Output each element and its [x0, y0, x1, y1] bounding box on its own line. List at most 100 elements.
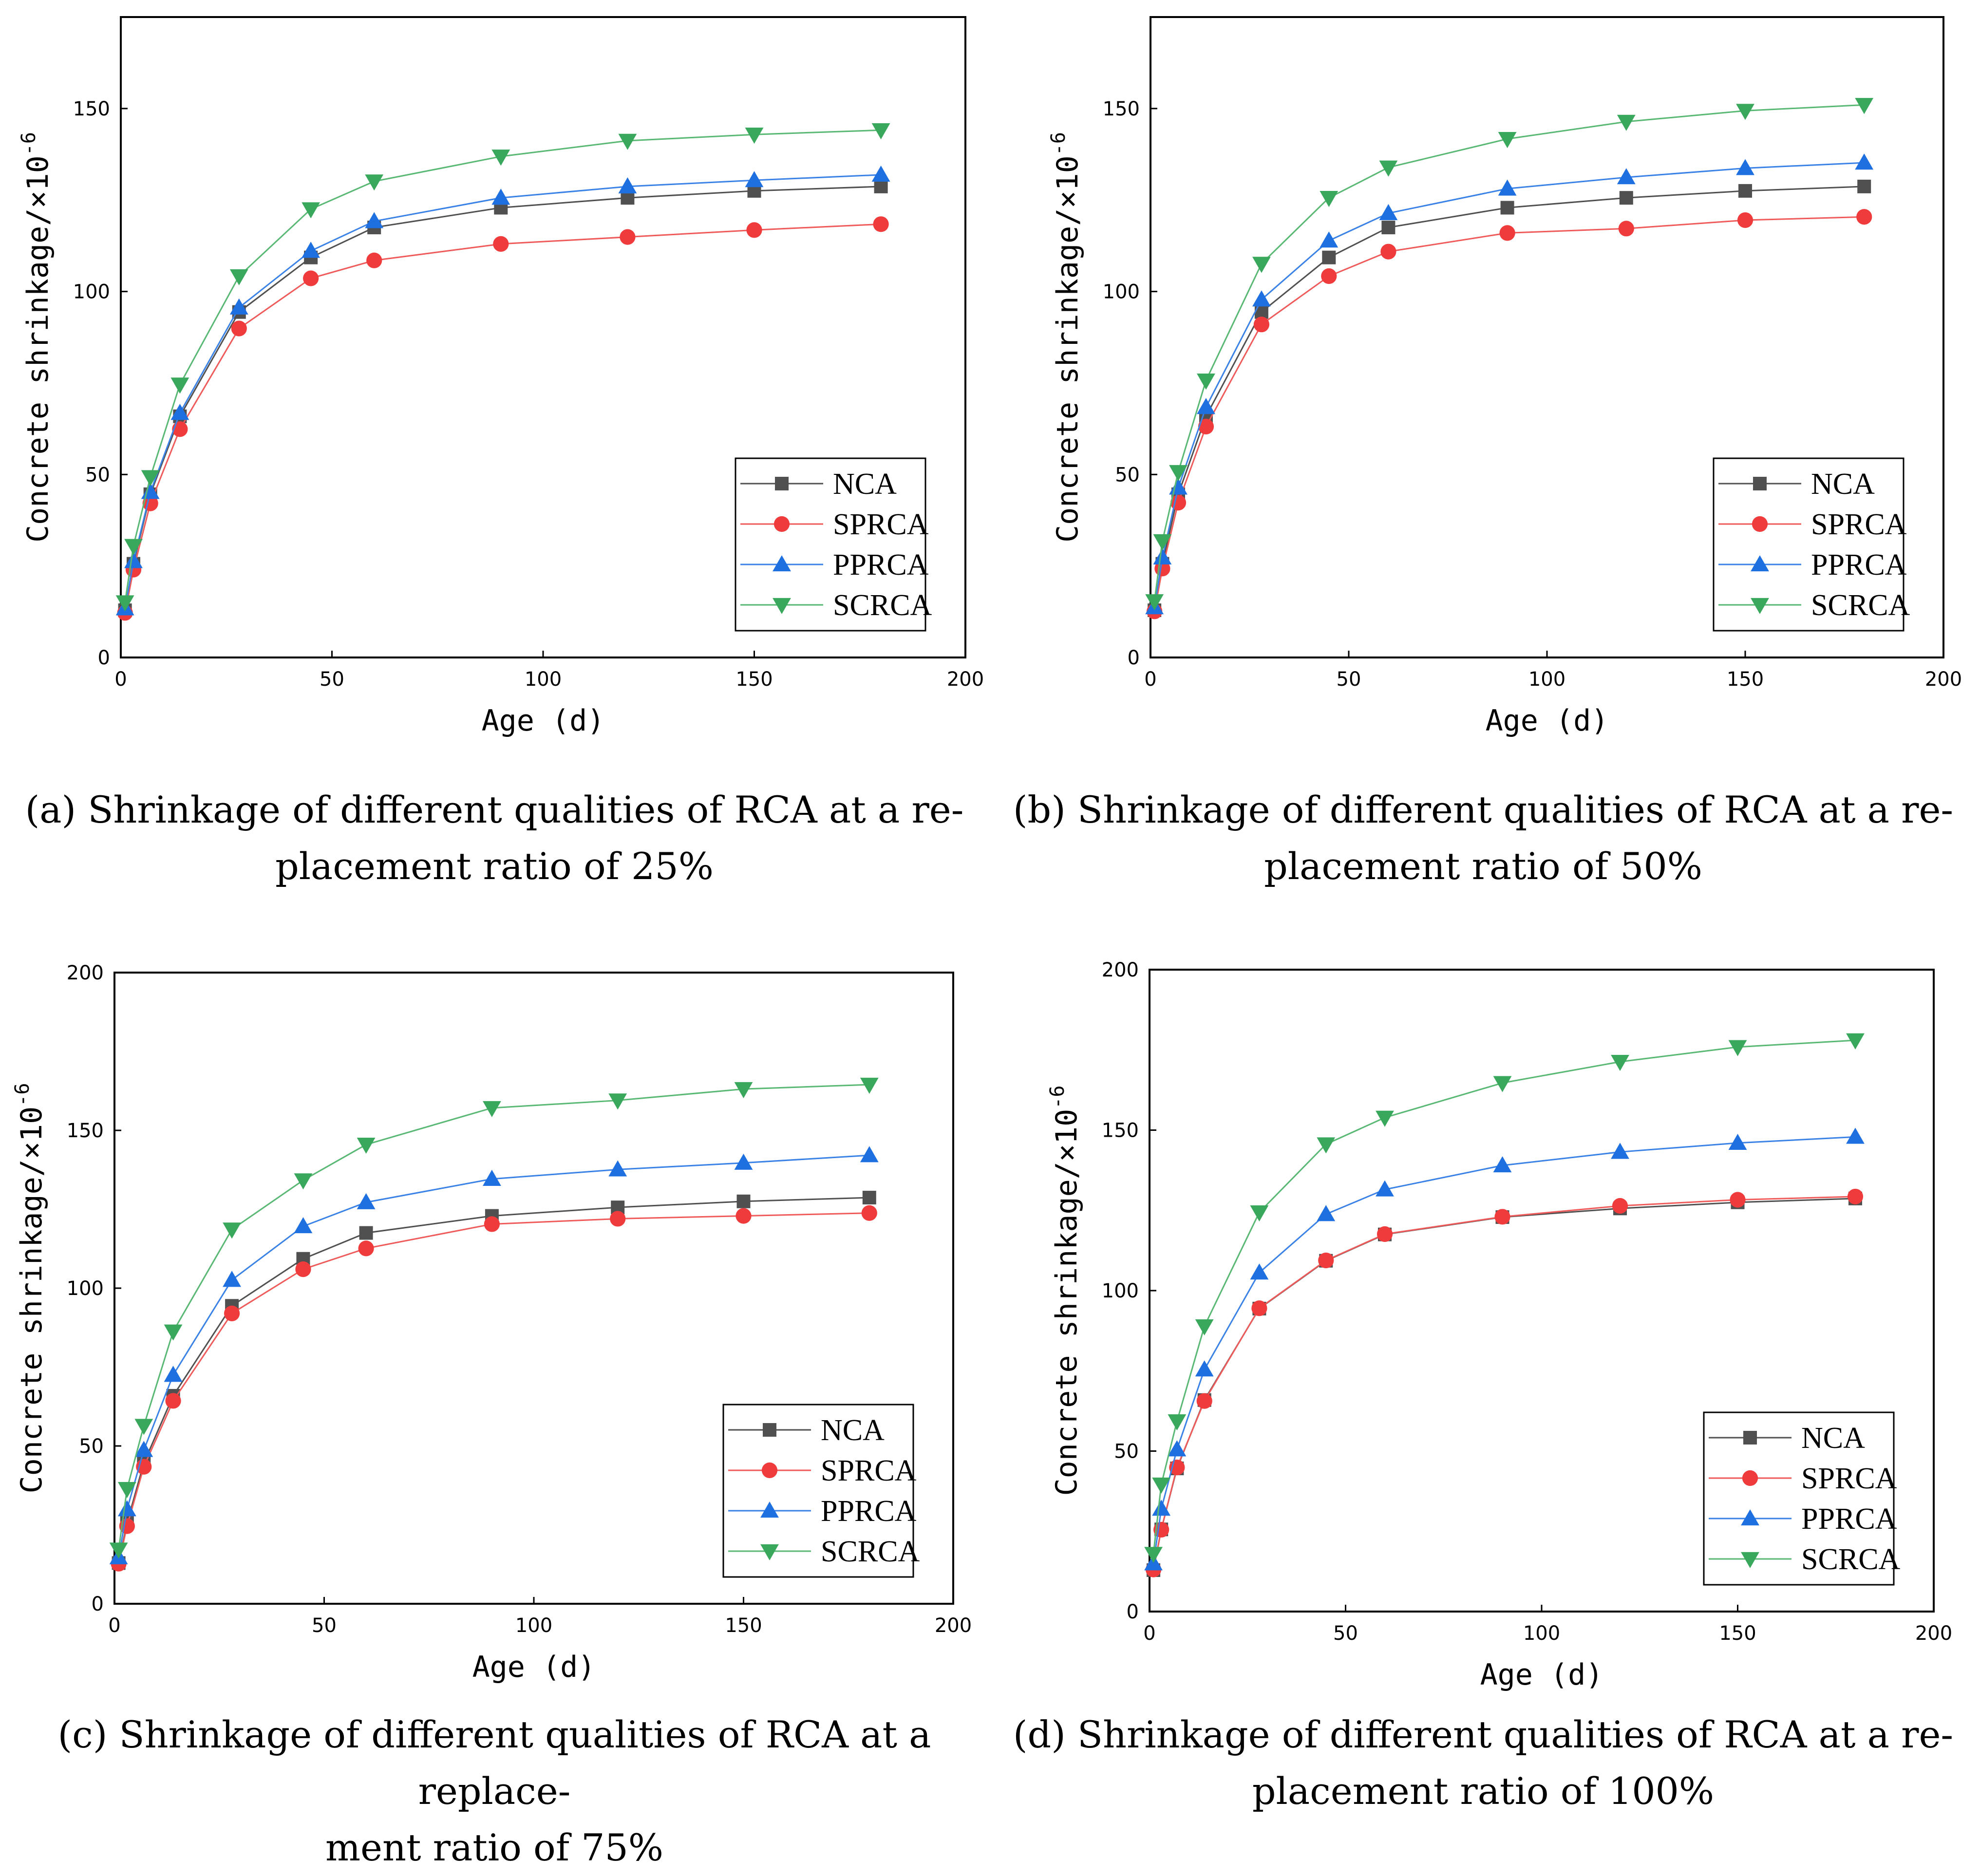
y-tick-label: 100	[73, 281, 110, 303]
x-tick-label: 100	[515, 1614, 552, 1637]
data-point-pprca	[1250, 1263, 1269, 1280]
y-tick-label: 150	[67, 1120, 104, 1142]
data-point-scrca	[223, 1222, 241, 1239]
y-tick-label: 0	[98, 647, 110, 669]
data-point-pprca	[1320, 231, 1339, 248]
data-point-sprca	[1847, 1188, 1864, 1205]
data-point-scrca	[871, 123, 890, 140]
data-point-pprca	[1197, 398, 1215, 414]
series-markers-pprca	[1144, 1127, 1865, 1571]
y-tick-label: 50	[85, 464, 110, 486]
data-point-sprca	[1856, 209, 1872, 225]
data-point-sprca	[1499, 225, 1515, 241]
legend-label-nca: NCA	[1801, 1422, 1865, 1455]
data-point-sprca	[1380, 244, 1396, 260]
x-tick-label: 100	[525, 668, 562, 691]
data-point-scrca	[134, 1419, 153, 1435]
data-point-sprca	[1494, 1209, 1510, 1225]
series-markers-scrca	[109, 1077, 879, 1559]
data-point-sprca	[873, 216, 889, 232]
legend-label-pprca: PPRCA	[833, 548, 929, 582]
data-point-pprca	[1168, 1440, 1187, 1457]
chart-svg: 0 50 100 150 200 0 50 100 150 Age (d) Concrete shr…	[18, 16, 984, 738]
data-point-scrca	[860, 1077, 879, 1094]
legend-label-pprca: PPRCA	[1801, 1502, 1897, 1536]
data-point-nca	[1381, 221, 1395, 235]
x-axis-title: Age (d)	[472, 1650, 596, 1684]
data-point-pprca	[860, 1146, 879, 1163]
x-tick-label: 0	[108, 1614, 120, 1637]
data-point-scrca	[1145, 594, 1164, 611]
data-point-sprca	[746, 222, 762, 238]
x-tick-label: 150	[725, 1614, 762, 1637]
y-tick-label: 100	[67, 1277, 104, 1300]
data-point-pprca	[1617, 168, 1636, 185]
data-point-pprca	[1152, 1500, 1171, 1516]
data-point-pprca	[1611, 1143, 1629, 1159]
data-point-scrca	[1376, 1110, 1394, 1127]
data-point-pprca	[491, 188, 510, 205]
y-axis-title: Concrete shrinkage/×10-6	[1046, 1086, 1084, 1496]
series-markers-scrca	[1144, 1033, 1865, 1563]
data-point-pprca	[608, 1160, 627, 1177]
y-tick-label: 200	[67, 962, 104, 984]
legend-marker-pprca	[773, 555, 791, 572]
legend-marker-pprca	[760, 1501, 779, 1518]
legend-marker-sprca	[1742, 1470, 1758, 1486]
chart-caption: (d) Shrinkage of different qualities of …	[999, 1707, 1968, 1820]
y-axis-title-text: Concrete shrinkage/×10	[1050, 1109, 1084, 1496]
chart-caption: (b) Shrinkage of different qualities of …	[999, 782, 1968, 895]
x-tick-label: 100	[1528, 668, 1565, 691]
data-point-scrca	[109, 1542, 128, 1559]
x-axis-title: Age (d)	[1480, 1658, 1603, 1692]
x-tick-label: 0	[1143, 1622, 1155, 1645]
data-point-sprca	[1198, 418, 1214, 434]
legend-marker-pprca	[1741, 1509, 1759, 1526]
data-point-nca	[359, 1226, 373, 1240]
data-point-pprca	[124, 552, 143, 568]
data-point-scrca	[1152, 1477, 1171, 1494]
y-tick-label: 50	[1114, 1441, 1139, 1463]
legend-label-pprca: PPRCA	[1811, 548, 1907, 582]
data-point-sprca	[1318, 1252, 1334, 1269]
series-markers-scrca	[1145, 98, 1874, 611]
y-tick-label: 0	[92, 1593, 104, 1615]
x-tick-label: 150	[1727, 668, 1764, 691]
data-point-scrca	[608, 1093, 627, 1110]
legend-marker-scrca	[1741, 1552, 1759, 1568]
y-axis-title-exponent: -6	[1047, 132, 1070, 155]
data-point-sprca	[735, 1208, 752, 1224]
caption-line-1: (a) Shrinkage of different qualities of …	[25, 788, 964, 831]
data-point-pprca	[871, 165, 890, 182]
data-point-scrca	[745, 128, 764, 144]
series-markers-scrca	[115, 123, 890, 612]
y-axis-title-text: Concrete shrinkage/×10	[15, 1107, 49, 1494]
legend-marker-scrca	[760, 1544, 779, 1560]
legend-label-sprca: SPRCA	[821, 1454, 917, 1487]
data-point-sprca	[303, 270, 319, 286]
x-tick-label: 0	[1144, 668, 1156, 691]
data-point-sprca	[1612, 1198, 1628, 1214]
caption-line-1: (b) Shrinkage of different qualities of …	[1013, 788, 1954, 831]
y-axis-title: Concrete shrinkage/×10-6	[11, 1083, 49, 1494]
data-point-scrca	[618, 133, 637, 150]
data-point-pprca	[745, 171, 764, 188]
y-axis-title: Concrete shrinkage/×10-6	[1047, 132, 1085, 543]
y-tick-label: 0	[1127, 1601, 1139, 1623]
x-tick-label: 200	[947, 668, 984, 691]
data-point-scrca	[1728, 1040, 1747, 1056]
data-point-pprca	[1379, 204, 1398, 220]
data-point-scrca	[117, 1482, 136, 1499]
data-point-scrca	[1611, 1054, 1629, 1071]
data-point-sprca	[231, 320, 247, 337]
series-markers-sprca	[111, 1205, 877, 1572]
chart-panel-d: 0 50 100 150 200 0 50 100 150 200 Age (d) Concrete …	[989, 925, 1978, 1840]
data-point-sprca	[136, 1459, 152, 1475]
data-point-scrca	[1498, 132, 1517, 149]
data-point-sprca	[1377, 1226, 1393, 1242]
x-tick-label: 150	[1719, 1622, 1756, 1645]
legend-label-pprca: PPRCA	[821, 1495, 917, 1528]
data-point-scrca	[1195, 1319, 1214, 1336]
x-tick-label: 200	[935, 1614, 972, 1637]
data-point-sprca	[493, 236, 509, 252]
